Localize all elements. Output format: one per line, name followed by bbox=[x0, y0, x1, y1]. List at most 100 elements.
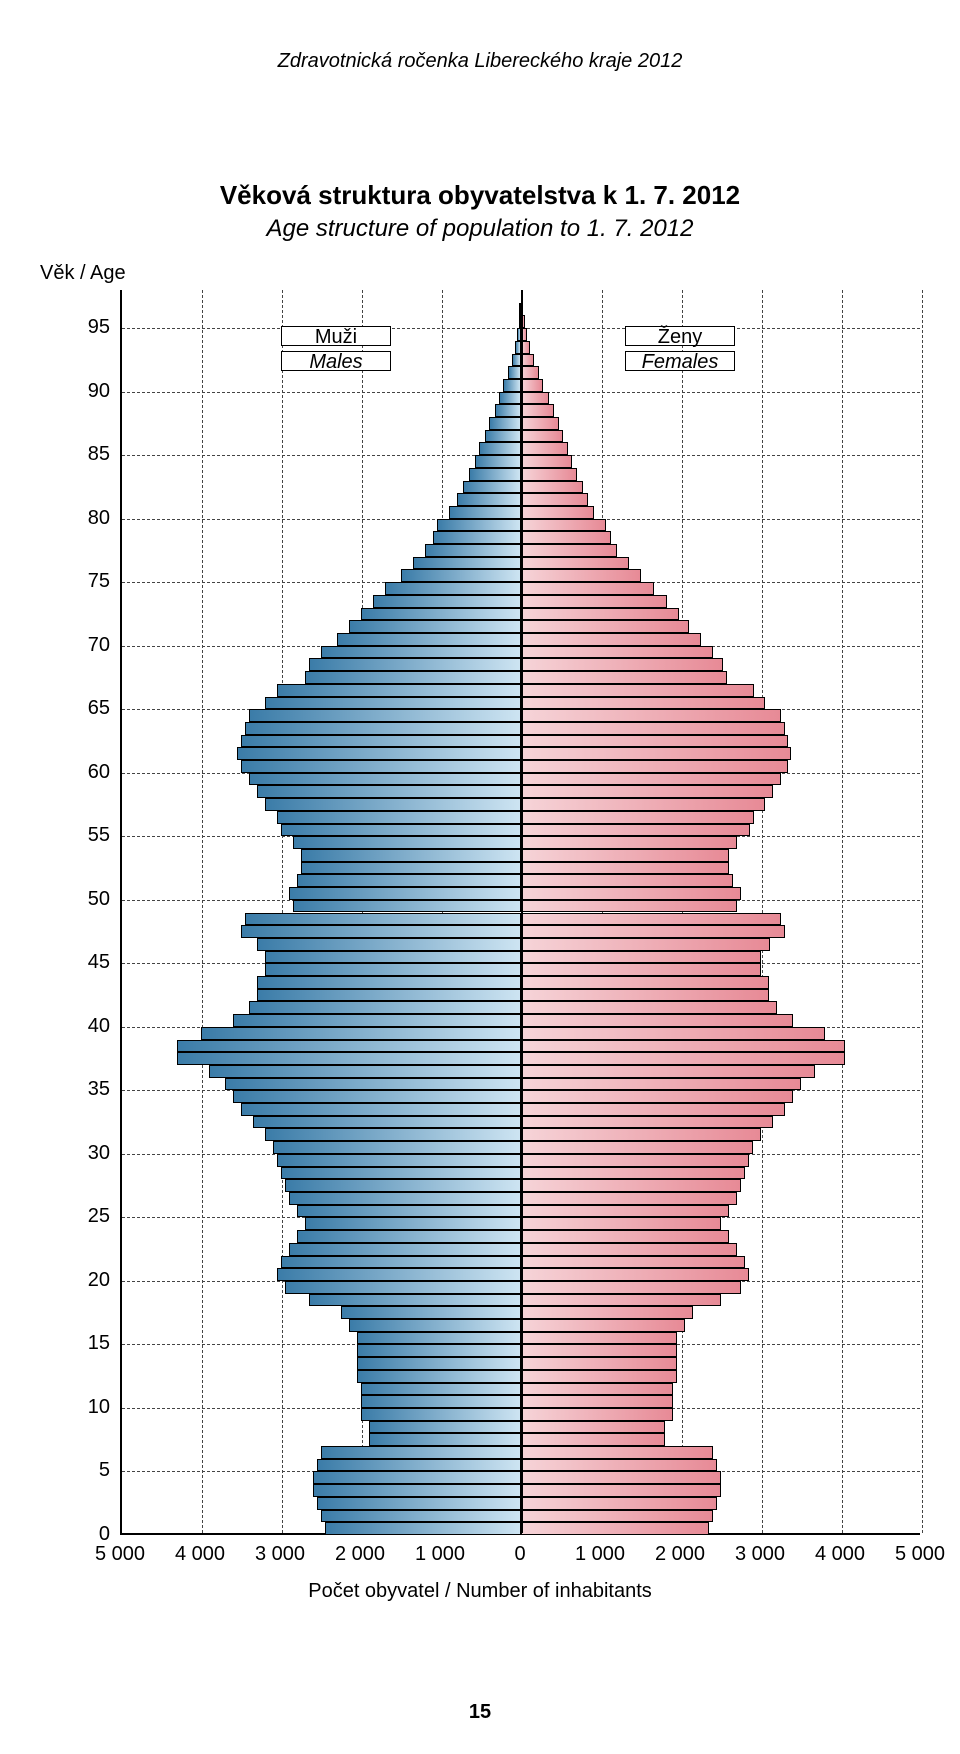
bar-female bbox=[521, 671, 727, 684]
bar-female bbox=[521, 620, 689, 633]
y-tick-label: 15 bbox=[70, 1332, 110, 1355]
bar-female bbox=[521, 1344, 677, 1357]
legend-male-en: Males bbox=[281, 351, 391, 371]
bar-male bbox=[349, 1319, 521, 1332]
bar-male bbox=[201, 1027, 521, 1040]
y-tick-label: 80 bbox=[70, 507, 110, 530]
bar-female bbox=[521, 697, 765, 710]
bar-male bbox=[293, 836, 521, 849]
bar-male bbox=[297, 1230, 521, 1243]
bar-female bbox=[521, 417, 559, 430]
bar-male bbox=[449, 506, 521, 519]
bar-female bbox=[521, 1256, 745, 1269]
bar-female bbox=[521, 582, 654, 595]
bar-male bbox=[281, 1167, 521, 1180]
bar-female bbox=[521, 735, 788, 748]
bar-male bbox=[257, 938, 521, 951]
bar-female bbox=[521, 1230, 729, 1243]
x-tick-label: 3 000 bbox=[725, 1543, 795, 1566]
y-tick-label: 25 bbox=[70, 1205, 110, 1228]
x-tick-label: 2 000 bbox=[325, 1543, 395, 1566]
bar-male bbox=[341, 1306, 521, 1319]
bar-male bbox=[297, 874, 521, 887]
bar-male bbox=[321, 1510, 521, 1523]
y-tick-label: 30 bbox=[70, 1142, 110, 1165]
bar-female bbox=[521, 785, 773, 798]
bar-male bbox=[479, 442, 521, 455]
bar-female bbox=[521, 1243, 737, 1256]
y-tick-label: 35 bbox=[70, 1078, 110, 1101]
bar-female bbox=[521, 506, 594, 519]
bar-female bbox=[521, 1052, 845, 1065]
bar-male bbox=[233, 1014, 521, 1027]
bar-male bbox=[257, 785, 521, 798]
y-tick-label: 50 bbox=[70, 888, 110, 911]
bar-male bbox=[257, 976, 521, 989]
bar-male bbox=[265, 697, 521, 710]
bar-female bbox=[521, 455, 572, 468]
bar-male bbox=[265, 951, 521, 964]
bar-female bbox=[521, 1065, 815, 1078]
bar-female bbox=[521, 1319, 685, 1332]
bar-male bbox=[325, 1522, 521, 1535]
y-tick-label: 60 bbox=[70, 761, 110, 784]
bar-male bbox=[321, 1446, 521, 1459]
bar-male bbox=[305, 1217, 521, 1230]
y-tick-label: 45 bbox=[70, 951, 110, 974]
bar-male bbox=[265, 963, 521, 976]
bar-female bbox=[521, 1167, 745, 1180]
bar-female bbox=[521, 709, 781, 722]
bar-female bbox=[521, 366, 539, 379]
gridline-vertical bbox=[762, 290, 763, 1533]
chart-title-line1: Věková struktura obyvatelstva k 1. 7. 20… bbox=[0, 180, 960, 211]
y-tick-label: 75 bbox=[70, 570, 110, 593]
bar-female bbox=[521, 1090, 793, 1103]
bar-female bbox=[521, 874, 733, 887]
bar-male bbox=[357, 1332, 521, 1345]
bar-female bbox=[521, 1332, 677, 1345]
bar-female bbox=[521, 1459, 717, 1472]
bar-male bbox=[209, 1065, 521, 1078]
bar-male bbox=[349, 620, 521, 633]
bar-female bbox=[521, 595, 667, 608]
bar-male bbox=[425, 544, 521, 557]
bar-female bbox=[521, 569, 641, 582]
bar-female bbox=[521, 1014, 793, 1027]
bar-female bbox=[521, 976, 769, 989]
bar-male bbox=[233, 1090, 521, 1103]
bar-male bbox=[249, 1001, 521, 1014]
bar-male bbox=[489, 417, 521, 430]
bar-male bbox=[249, 773, 521, 786]
bar-male bbox=[249, 709, 521, 722]
bar-female bbox=[521, 1001, 777, 1014]
page-header: Zdravotnická ročenka Libereckého kraje 2… bbox=[0, 50, 960, 73]
bar-male bbox=[289, 1243, 521, 1256]
bar-female bbox=[521, 1484, 721, 1497]
bar-female bbox=[521, 1294, 721, 1307]
bar-male bbox=[273, 1141, 521, 1154]
bar-male bbox=[309, 658, 521, 671]
bar-female bbox=[521, 760, 788, 773]
bar-female bbox=[521, 1027, 825, 1040]
y-tick-label: 85 bbox=[70, 443, 110, 466]
page-number: 15 bbox=[0, 1701, 960, 1724]
gridline-vertical bbox=[842, 290, 843, 1533]
x-tick-label: 3 000 bbox=[245, 1543, 315, 1566]
bar-female bbox=[521, 1040, 845, 1053]
bar-male bbox=[241, 760, 521, 773]
bar-female bbox=[521, 442, 568, 455]
y-tick-label: 95 bbox=[70, 316, 110, 339]
bar-male bbox=[241, 925, 521, 938]
legend-female-en: Females bbox=[625, 351, 735, 371]
bar-female bbox=[521, 1192, 737, 1205]
bar-male bbox=[357, 1370, 521, 1383]
bar-female bbox=[521, 1357, 677, 1370]
bar-male bbox=[265, 1128, 521, 1141]
bar-male bbox=[265, 798, 521, 811]
bar-male bbox=[225, 1078, 521, 1091]
bar-male bbox=[503, 379, 521, 392]
bar-male bbox=[281, 824, 521, 837]
bar-male bbox=[317, 1459, 521, 1472]
bar-male bbox=[289, 1192, 521, 1205]
bar-female bbox=[521, 633, 701, 646]
